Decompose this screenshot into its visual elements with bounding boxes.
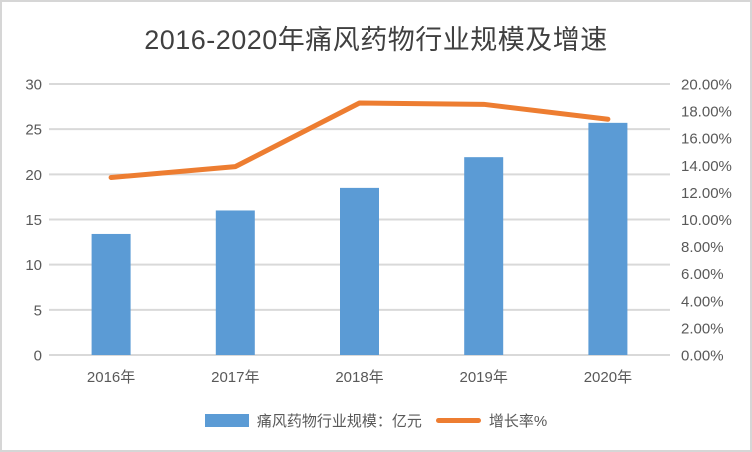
right-axis-tick-label: 16.00% (681, 131, 732, 148)
legend-bar-label: 痛风药物行业规模：亿元 (256, 413, 422, 430)
right-axis-tick-label: 8.00% (681, 239, 724, 256)
legend-line-swatch-icon (435, 418, 481, 423)
legend-item-line-series: 增长率% (435, 410, 548, 431)
left-axis-tick-label: 10 (25, 257, 42, 274)
left-axis-tick-label: 5 (34, 302, 42, 319)
x-axis-label: 2020年 (584, 369, 632, 386)
left-axis-tick-label: 0 (34, 348, 42, 365)
right-axis-tick-label: 2.00% (681, 320, 724, 337)
bar-2017年 (215, 210, 255, 355)
right-axis-tick-label: 20.00% (681, 77, 732, 94)
right-axis-tick-label: 4.00% (681, 293, 724, 310)
bar-2019年 (464, 157, 504, 355)
right-axis-tick-label: 10.00% (681, 212, 732, 229)
growth-rate-line (108, 100, 611, 180)
legend-item-bar-series: 痛风药物行业规模：亿元 (204, 410, 422, 431)
x-axis-label: 2016年 (87, 369, 135, 386)
legend-line-label: 增长率% (488, 413, 548, 430)
left-axis-tick-label: 20 (25, 167, 42, 184)
chart-title: 2016-2020年痛风药物行业规模及增速 (144, 25, 608, 55)
x-axis-label: 2018年 (335, 369, 383, 386)
left-axis-tick-label: 30 (25, 77, 42, 94)
x-axis-label: 2019年 (460, 369, 508, 386)
bar-2018年 (340, 187, 379, 355)
legend-bar-swatch-icon (204, 414, 249, 427)
left-axis-tick-label: 15 (25, 212, 42, 229)
bar-2016年 (91, 233, 131, 355)
bar-2020年 (588, 122, 628, 356)
right-axis-tick-label: 12.00% (681, 185, 732, 202)
right-axis-tick-label: 14.00% (681, 158, 732, 175)
x-axis-label: 2017年 (211, 369, 259, 386)
right-axis-tick-label: 6.00% (681, 266, 724, 283)
right-axis-tick-label: 18.00% (681, 104, 732, 121)
legend: 痛风药物行业规模：亿元 增长率% (2, 410, 750, 431)
left-axis-tick-label: 25 (25, 122, 42, 139)
right-axis-tick-label: 0.00% (681, 348, 724, 365)
